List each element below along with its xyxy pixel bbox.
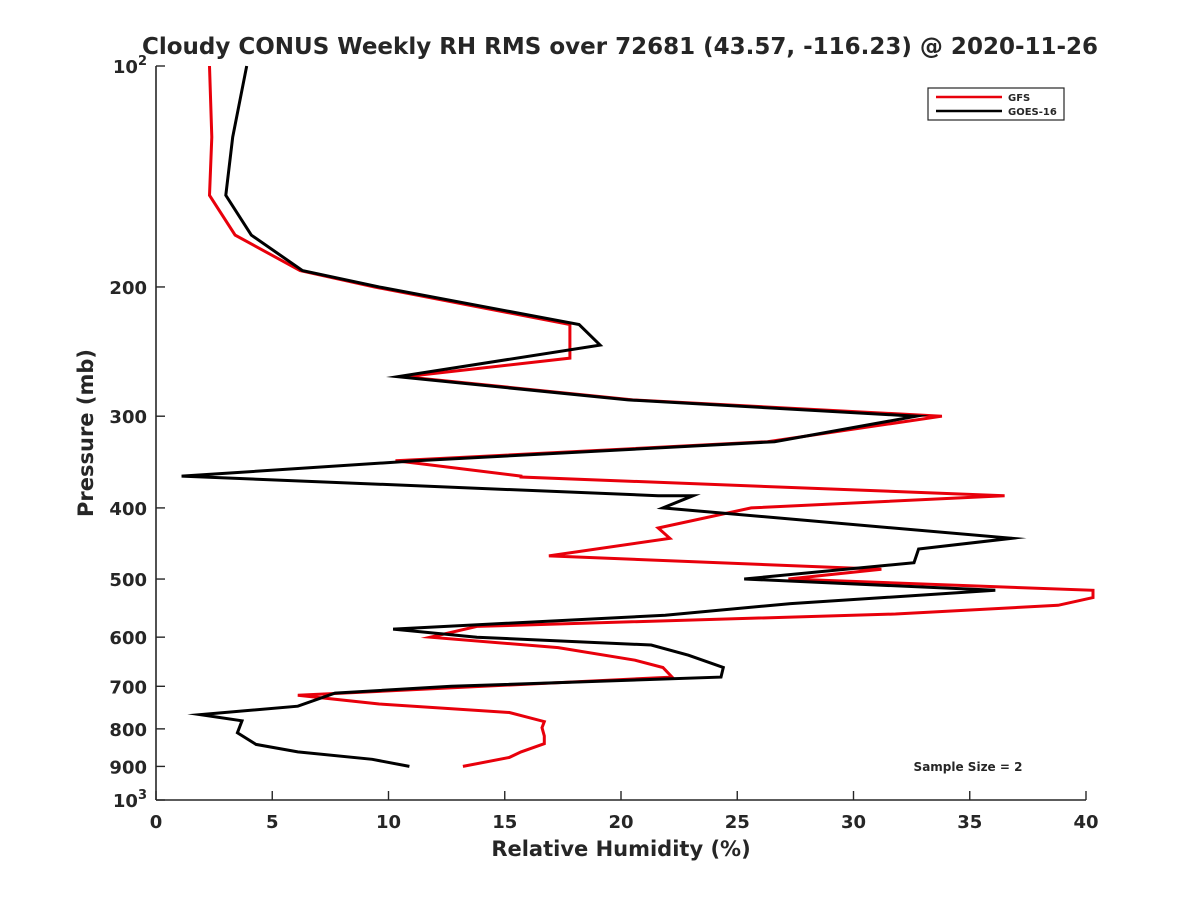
legend: GFS GOES-16 xyxy=(927,87,1065,121)
sample-size-annotation: Sample Size = 2 xyxy=(914,760,1023,774)
plot-background xyxy=(156,66,1086,800)
y-tick-label: 800 xyxy=(109,720,147,741)
legend-box xyxy=(927,87,1065,121)
x-tick-label: 10 xyxy=(376,812,401,833)
x-axis-label: Relative Humidity (%) xyxy=(491,837,750,861)
x-tick-label: 20 xyxy=(608,812,633,833)
chart-title: Cloudy CONUS Weekly RH RMS over 72681 (4… xyxy=(142,34,1098,60)
series-line-goes16 xyxy=(181,65,1027,768)
legend-label-goes16: GOES-16 xyxy=(1008,107,1057,118)
y-tick-label: 600 xyxy=(109,628,147,649)
legend-label-gfs: GFS xyxy=(1008,93,1030,104)
y-tick-label: 700 xyxy=(109,677,147,698)
y-tick-label: 102 xyxy=(113,54,147,78)
x-tick-label: 35 xyxy=(957,812,982,833)
x-tick-label: 5 xyxy=(266,812,279,833)
x-tick-label: 40 xyxy=(1073,812,1098,833)
x-tick-label: 15 xyxy=(492,812,517,833)
y-tick-label: 900 xyxy=(109,757,147,778)
series-layer xyxy=(181,65,1095,768)
y-tick-label: 200 xyxy=(109,278,147,299)
x-axis-ticks: 0 5 10 15 20 25 30 35 40 xyxy=(150,791,1099,833)
x-tick-label: 0 xyxy=(150,812,163,833)
y-tick-label: 300 xyxy=(109,407,147,428)
y-tick-label: 500 xyxy=(109,570,147,591)
y-axis-label: Pressure (mb) xyxy=(74,349,98,517)
y-axis-ticks: 102 200 300 400 500 600 700 800 900 103 xyxy=(109,54,165,812)
y-tick-label: 103 xyxy=(113,788,147,812)
x-tick-label: 25 xyxy=(725,812,750,833)
series-line-gfs xyxy=(207,65,1095,768)
y-tick-label: 400 xyxy=(109,499,147,520)
x-tick-label: 30 xyxy=(841,812,866,833)
